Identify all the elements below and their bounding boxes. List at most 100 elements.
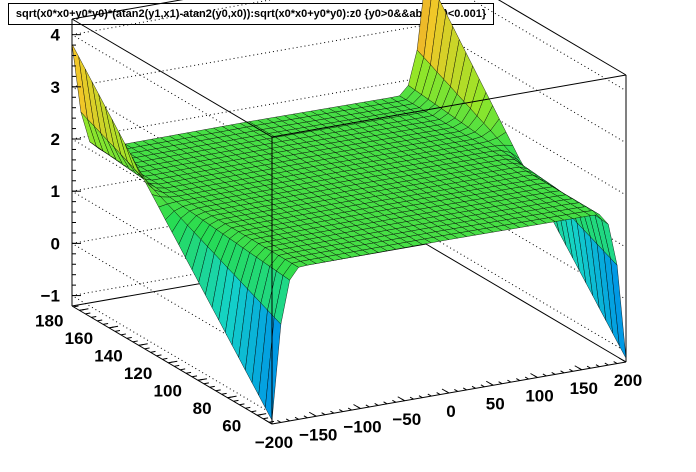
y-minor-tick — [132, 340, 138, 343]
x-minor-tick — [480, 384, 485, 388]
x-tick-label: 100 — [525, 387, 553, 406]
y-minor-tick — [227, 396, 233, 399]
y-minor-tick — [197, 378, 204, 381]
y-minor-tick — [209, 385, 215, 388]
z-tick-label: 2 — [51, 130, 60, 149]
y-minor-tick — [126, 336, 132, 339]
surface-mesh — [71, 0, 627, 421]
y-minor-tick — [73, 305, 79, 308]
x-minor-tick — [516, 378, 521, 382]
y-minor-tick — [257, 413, 263, 416]
x-minor-tick — [498, 381, 503, 385]
x-minor-tick — [330, 410, 335, 414]
x-minor-tick — [321, 412, 326, 416]
x-minor-tick — [489, 382, 494, 386]
x-minor-tick — [569, 368, 574, 372]
y-minor-tick — [162, 357, 168, 360]
left-wall-grid-line — [71, 242, 273, 362]
x-tick-label: 0 — [446, 402, 455, 421]
x-minor-tick — [436, 392, 441, 395]
x-minor-tick — [462, 387, 467, 391]
left-wall-grid-line — [71, 190, 273, 310]
y-minor-tick — [251, 410, 257, 413]
x-minor-tick — [560, 370, 565, 374]
x-minor-tick — [542, 373, 547, 377]
y-tick-label: 80 — [193, 399, 212, 418]
x-minor-tick — [524, 376, 529, 380]
side-wall-grid-line — [425, 233, 627, 352]
back-wall-grid-line — [71, 24, 427, 88]
y-tick-label: 120 — [124, 364, 152, 383]
y-tick-label: 180 — [35, 311, 63, 330]
left-top-edge — [71, 18, 273, 138]
y-minor-tick — [108, 326, 115, 329]
x-minor-tick — [507, 379, 512, 383]
x-minor-tick — [383, 401, 388, 405]
x-minor-tick — [471, 385, 476, 389]
x-minor-tick — [604, 362, 609, 366]
y-minor-tick — [263, 417, 269, 420]
back-top-edge — [71, 0, 184, 20]
y-tick-label: 160 — [65, 329, 93, 348]
x-minor-tick — [268, 421, 273, 425]
z-tick-label: −1 — [41, 287, 60, 306]
y-minor-tick — [239, 403, 245, 406]
left-bottom-edge — [71, 305, 273, 425]
x-minor-tick — [613, 361, 618, 364]
x-minor-tick — [339, 409, 344, 413]
x-tick-label: −200 — [255, 433, 293, 452]
y-minor-tick — [97, 319, 103, 322]
x-minor-tick — [356, 406, 361, 409]
y-minor-tick — [156, 354, 162, 357]
z-tick-label: 4 — [51, 26, 61, 45]
y-minor-tick — [91, 315, 97, 318]
x-tick-label: −100 — [343, 418, 381, 437]
x-tick-label: −50 — [392, 410, 421, 429]
y-minor-tick — [168, 361, 174, 364]
y-minor-tick — [203, 382, 209, 385]
x-minor-tick — [409, 396, 414, 400]
y-minor-tick — [144, 347, 150, 350]
x-minor-tick — [454, 389, 459, 392]
x-tick-label: −150 — [299, 425, 337, 444]
x-minor-tick — [595, 364, 600, 368]
z-tick-label: 0 — [51, 234, 60, 253]
y-minor-tick — [150, 350, 156, 353]
x-minor-tick — [551, 371, 556, 375]
x-minor-tick — [277, 420, 282, 423]
front-top-edge — [271, 74, 627, 138]
left-wall-grid-line — [71, 295, 273, 414]
x-minor-tick — [622, 359, 627, 363]
z-tick-label: 3 — [51, 78, 60, 97]
side-wall-grid-line — [425, 180, 627, 300]
x-minor-tick — [445, 390, 450, 394]
x-minor-tick — [401, 398, 405, 402]
x-minor-tick — [427, 393, 432, 397]
y-tick-label: 140 — [94, 346, 122, 365]
x-tick-label: 200 — [614, 371, 642, 390]
x-minor-tick — [347, 407, 352, 411]
surface-cell — [610, 257, 627, 359]
y-tick-label: 60 — [222, 416, 241, 435]
y-minor-tick — [245, 406, 251, 409]
x-minor-tick — [374, 402, 379, 406]
side-wall-grid-line — [471, 0, 627, 92]
y-minor-tick — [191, 375, 198, 378]
y-minor-tick — [174, 364, 180, 367]
y-minor-tick — [79, 308, 85, 311]
x-tick-label: 150 — [570, 379, 598, 398]
y-minor-tick — [233, 399, 239, 402]
back-wall-grid-line — [71, 0, 273, 36]
right-bottom-edge — [425, 243, 627, 363]
x-minor-tick — [365, 404, 370, 408]
left-wall-grid-line — [71, 34, 273, 154]
y-tick-label: 100 — [154, 381, 182, 400]
x-minor-tick — [586, 365, 591, 369]
y-minor-tick — [180, 368, 186, 371]
x-minor-tick — [312, 413, 317, 417]
y-minor-tick — [268, 420, 275, 423]
x-minor-tick — [578, 367, 582, 371]
x-minor-tick — [418, 395, 423, 399]
